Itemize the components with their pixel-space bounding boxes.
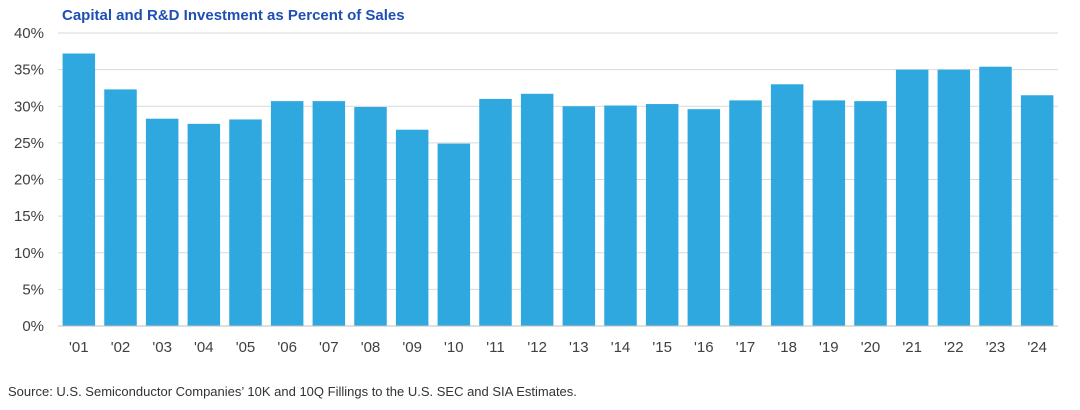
bar-16: [687, 109, 721, 327]
bar-23: [979, 66, 1012, 326]
source-note: Source: U.S. Semiconductor Companies’ 10…: [8, 384, 577, 399]
bar-04: [187, 123, 221, 326]
x-tick-label: '01: [69, 339, 89, 356]
bar-02: [104, 89, 137, 326]
y-tick-label: 30%: [14, 98, 44, 115]
bar-11: [479, 98, 512, 326]
x-tick-label: '10: [444, 339, 464, 356]
y-tick-label: 35%: [14, 62, 44, 79]
bar-07: [312, 101, 346, 326]
bar-24: [1020, 95, 1054, 326]
bar-15: [645, 104, 679, 327]
y-axis-tick-labels: 0% 5% 10% 15% 20% 25% 30% 35% 40%: [14, 25, 44, 335]
x-tick-label: '05: [236, 339, 256, 356]
x-tick-label: '07: [319, 339, 339, 356]
bar-20: [854, 101, 887, 326]
x-tick-label: '19: [819, 339, 839, 356]
chart-title: Capital and R&D Investment as Percent of…: [62, 7, 405, 24]
x-tick-label: '08: [361, 339, 381, 356]
bar-03: [145, 118, 179, 326]
bar-22: [937, 69, 971, 326]
x-tick-label: '13: [569, 339, 589, 356]
bar-19: [812, 100, 846, 326]
bar-13: [562, 106, 596, 326]
y-tick-label: 25%: [14, 135, 44, 152]
bars: [62, 53, 1054, 327]
x-tick-label: '11: [486, 339, 504, 356]
y-tick-label: 0%: [22, 318, 44, 335]
y-tick-label: 10%: [14, 245, 44, 262]
x-tick-label: '23: [986, 339, 1006, 356]
x-tick-label: '15: [652, 339, 672, 356]
bar-10: [437, 143, 471, 326]
x-tick-label: '20: [861, 339, 881, 356]
y-tick-label: 40%: [14, 25, 44, 42]
bar-18: [770, 84, 804, 327]
x-tick-label: '02: [111, 339, 131, 356]
bar-09: [395, 129, 429, 326]
x-tick-label: '03: [152, 339, 172, 356]
bar-06: [270, 101, 304, 326]
bar-12: [520, 93, 554, 326]
bar-01: [62, 53, 96, 326]
bar-14: [604, 105, 637, 326]
x-tick-label: '04: [194, 339, 214, 356]
bar-17: [729, 100, 762, 326]
x-tick-label: '17: [736, 339, 756, 356]
x-tick-label: '22: [944, 339, 964, 356]
x-tick-label: '24: [1027, 339, 1047, 356]
x-tick-label: '09: [402, 339, 422, 356]
x-tick-label: '16: [694, 339, 714, 356]
bar-21: [895, 69, 929, 326]
x-tick-label: '06: [277, 339, 297, 356]
x-tick-label: '18: [777, 339, 797, 356]
bar-08: [354, 106, 387, 326]
x-tick-label: '12: [527, 339, 547, 356]
x-tick-label: '14: [611, 339, 631, 356]
bar-05: [229, 119, 262, 326]
y-tick-label: 20%: [14, 172, 44, 189]
gridlines: [58, 32, 1058, 290]
x-tick-label: '21: [902, 339, 922, 356]
y-tick-label: 15%: [14, 208, 44, 225]
y-tick-label: 5%: [22, 281, 44, 298]
x-axis-tick-labels: '01 '02 '03 '04 '05 '06 '07 '08 '09 '10 '11 '12 '13 '…: [69, 339, 1047, 356]
